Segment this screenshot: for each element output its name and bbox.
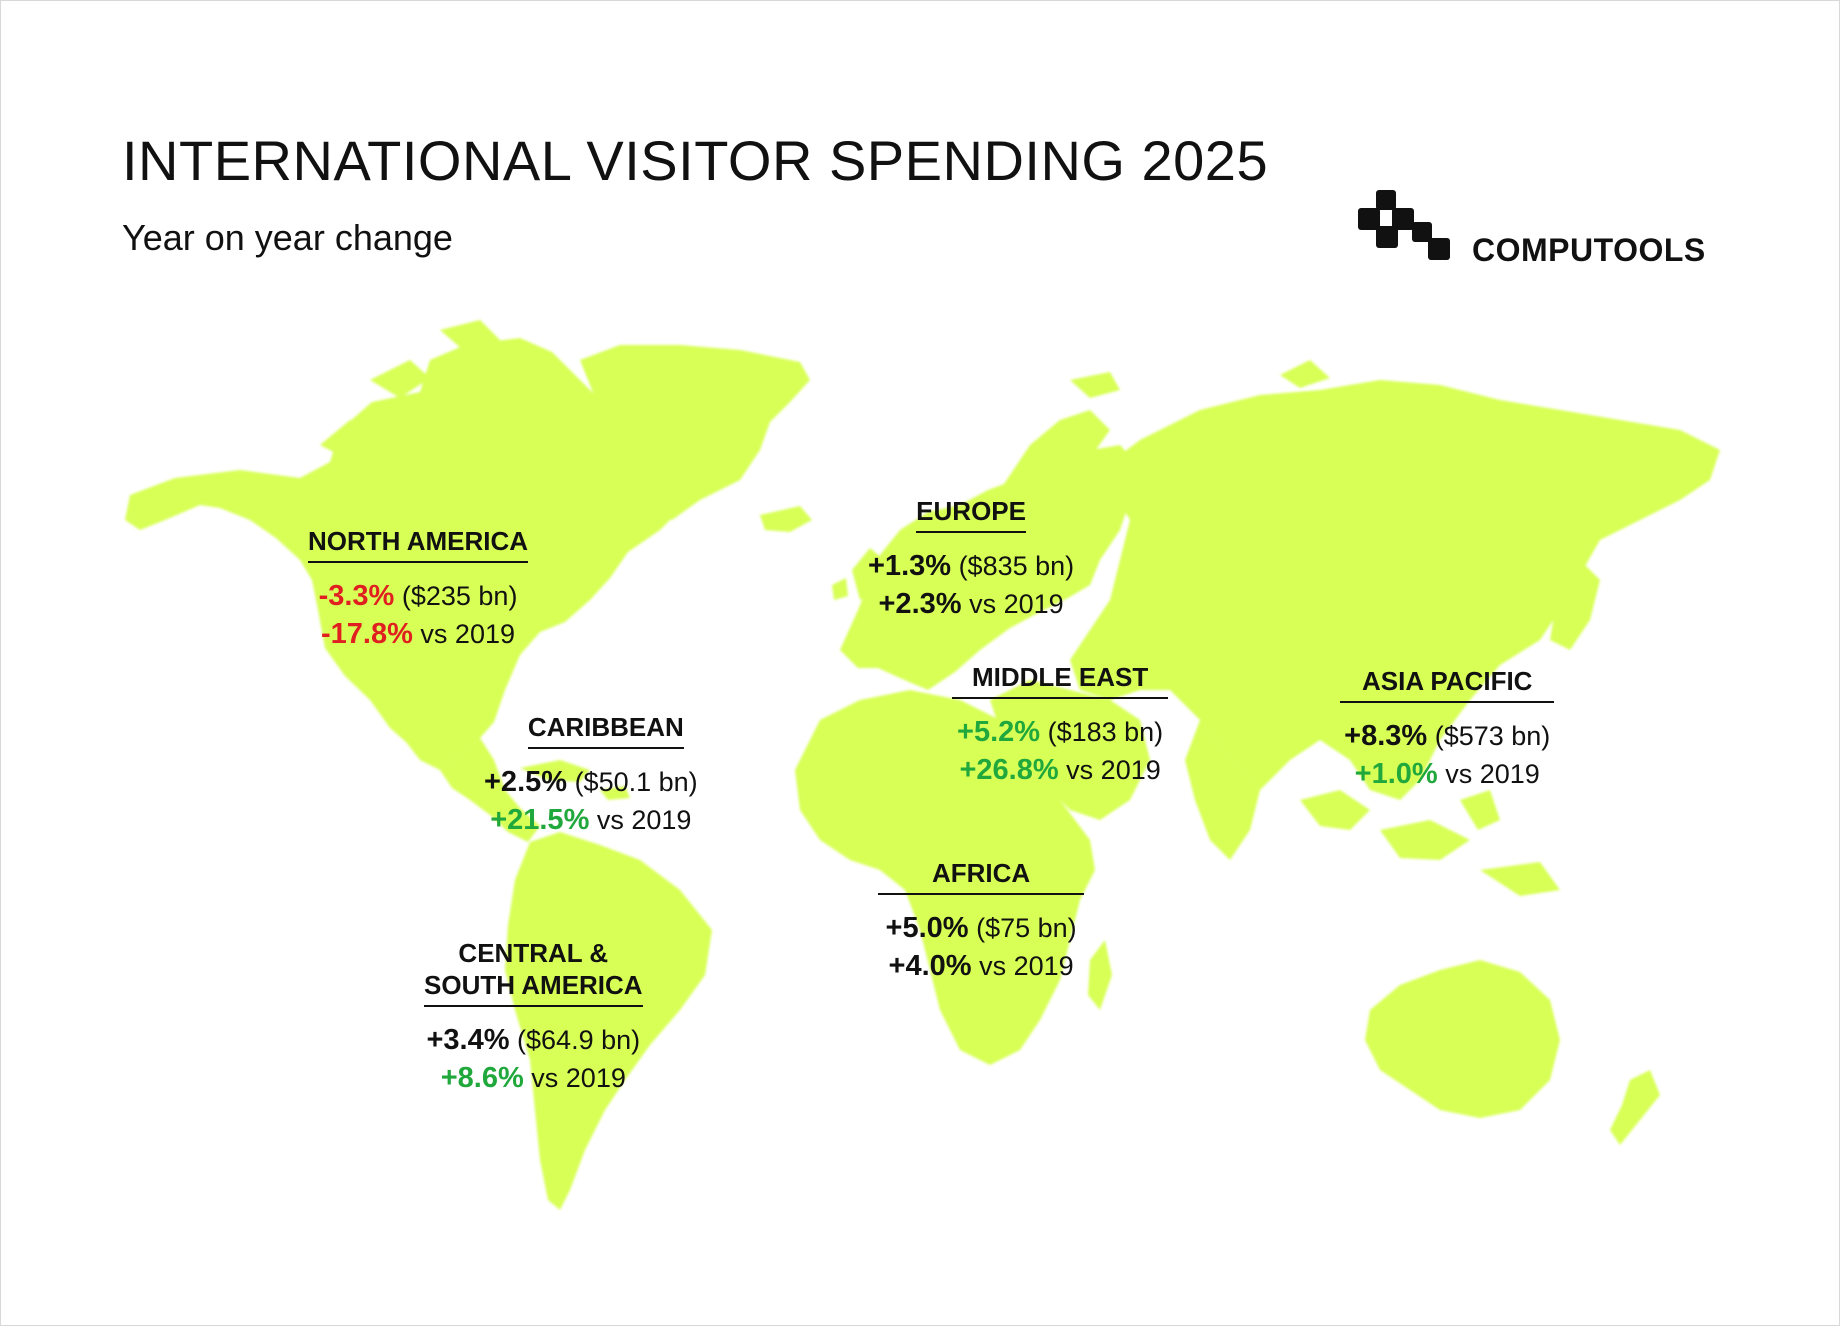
- land-uk: [832, 548, 884, 600]
- vs-label: vs 2019: [420, 619, 515, 650]
- land-new-zealand: [1610, 1070, 1660, 1145]
- yoy-change: -3.3%: [318, 580, 395, 613]
- region-vs2019-line: +8.6% vs 2019: [424, 1059, 643, 1097]
- region-yoy-line: +1.3% ($835 bn): [868, 547, 1074, 585]
- land-north-america: [125, 338, 700, 770]
- vs2019-change: -17.8%: [321, 618, 413, 651]
- vs2019-change: +4.0%: [888, 950, 972, 983]
- region-yoy-line: +2.5% ($50.1 bn): [484, 763, 698, 801]
- vs-label: vs 2019: [1445, 759, 1540, 790]
- region-yoy-line: -3.3% ($235 bn): [308, 577, 528, 615]
- page-subtitle: Year on year change: [122, 217, 453, 258]
- land-south-america: [505, 832, 712, 1210]
- region-central-south-america: CENTRAL & SOUTH AMERICA +3.4% ($64.9 bn)…: [424, 936, 643, 1097]
- region-vs2019-line: +1.0% vs 2019: [1340, 755, 1554, 793]
- spend-value: ($64.9 bn): [517, 1025, 641, 1056]
- spend-value: ($235 bn): [401, 581, 518, 612]
- vs2019-change: +8.6%: [440, 1062, 524, 1095]
- region-yoy-line: +5.2% ($183 bn): [952, 713, 1168, 751]
- land-greenland: [580, 345, 810, 520]
- vs2019-change: +26.8%: [959, 754, 1059, 787]
- spend-value: ($573 bn): [1434, 721, 1551, 752]
- vs-label: vs 2019: [596, 805, 692, 836]
- spend-value: ($183 bn): [1047, 717, 1164, 748]
- land-madagascar: [1088, 940, 1112, 1010]
- vs2019-change: +21.5%: [490, 804, 590, 837]
- yoy-change: +2.5%: [484, 766, 568, 799]
- yoy-change: +8.3%: [1344, 720, 1428, 753]
- region-vs2019-line: +21.5% vs 2019: [484, 801, 698, 839]
- vs2019-change: +2.3%: [878, 588, 962, 621]
- land-scandinavia: [1000, 410, 1110, 492]
- region-name: ASIA PACIFIC: [1340, 666, 1555, 704]
- land-japan: [1550, 560, 1600, 650]
- region-europe: EUROPE +1.3% ($835 bn) +2.3% vs 2019: [868, 496, 1074, 623]
- region-vs2019-line: +2.3% vs 2019: [868, 585, 1074, 623]
- region-middle-east: MIDDLE EAST +5.2% ($183 bn) +26.8% vs 20…: [952, 662, 1169, 789]
- vs-label: vs 2019: [1066, 755, 1161, 786]
- region-name: AFRICA: [878, 858, 1085, 896]
- region-yoy-line: +8.3% ($573 bn): [1340, 717, 1554, 755]
- region-yoy-line: +3.4% ($64.9 bn): [424, 1021, 643, 1059]
- vs2019-change: +1.0%: [1354, 758, 1438, 791]
- yoy-change: +3.4%: [426, 1024, 510, 1057]
- region-vs2019-line: +26.8% vs 2019: [952, 751, 1168, 789]
- spend-value: ($75 bn): [976, 913, 1077, 944]
- region-africa: AFRICA +5.0% ($75 bn) +4.0% vs 2019: [878, 858, 1085, 985]
- land-australia: [1365, 960, 1560, 1118]
- land-southeast-asia: [1300, 790, 1560, 896]
- vs-label: vs 2019: [979, 951, 1074, 982]
- region-yoy-line: +5.0% ($75 bn): [878, 909, 1084, 947]
- vs-label: vs 2019: [969, 589, 1064, 620]
- region-name: EUROPE: [916, 496, 1026, 534]
- brand-name: COMPUTOOLS: [1472, 232, 1706, 268]
- spend-value: ($50.1 bn): [574, 767, 698, 798]
- land-africa: [795, 690, 1095, 1065]
- region-name: NORTH AMERICA: [308, 526, 529, 564]
- land-siberia-islands: [1070, 360, 1330, 398]
- region-north-america: NORTH AMERICA -3.3% ($235 bn) -17.8% vs …: [308, 526, 529, 653]
- land-india: [1185, 720, 1260, 860]
- land-middle-east: [990, 680, 1150, 820]
- region-vs2019-line: +4.0% vs 2019: [878, 947, 1084, 985]
- region-vs2019-line: -17.8% vs 2019: [308, 615, 528, 653]
- yoy-change: +5.0%: [885, 912, 969, 945]
- land-caribbean: [520, 760, 630, 800]
- region-name: SOUTH AMERICA: [424, 970, 643, 1008]
- brand-logo: COMPUTOOLS: [1358, 190, 1738, 270]
- yoy-change: +1.3%: [868, 550, 952, 583]
- land-europe: [840, 445, 1140, 690]
- page-title: INTERNATIONAL VISITOR SPENDING 2025: [122, 129, 1269, 192]
- yoy-change: +5.2%: [957, 716, 1041, 749]
- land-arctic-islands: [320, 320, 500, 458]
- computools-logo-icon: [1358, 190, 1450, 260]
- land-iceland: [760, 506, 812, 532]
- vs-label: vs 2019: [531, 1063, 626, 1094]
- region-name: MIDDLE EAST: [952, 662, 1169, 700]
- spend-value: ($835 bn): [958, 551, 1075, 582]
- land-central-america: [440, 738, 540, 842]
- land-asia: [1070, 380, 1720, 800]
- region-name-line1: CENTRAL &: [458, 938, 609, 968]
- region-caribbean: CARIBBEAN +2.5% ($50.1 bn) +21.5% vs 201…: [484, 712, 698, 839]
- region-asia-pacific: ASIA PACIFIC +8.3% ($573 bn) +1.0% vs 20…: [1340, 666, 1555, 793]
- region-name: CARIBBEAN: [527, 712, 684, 750]
